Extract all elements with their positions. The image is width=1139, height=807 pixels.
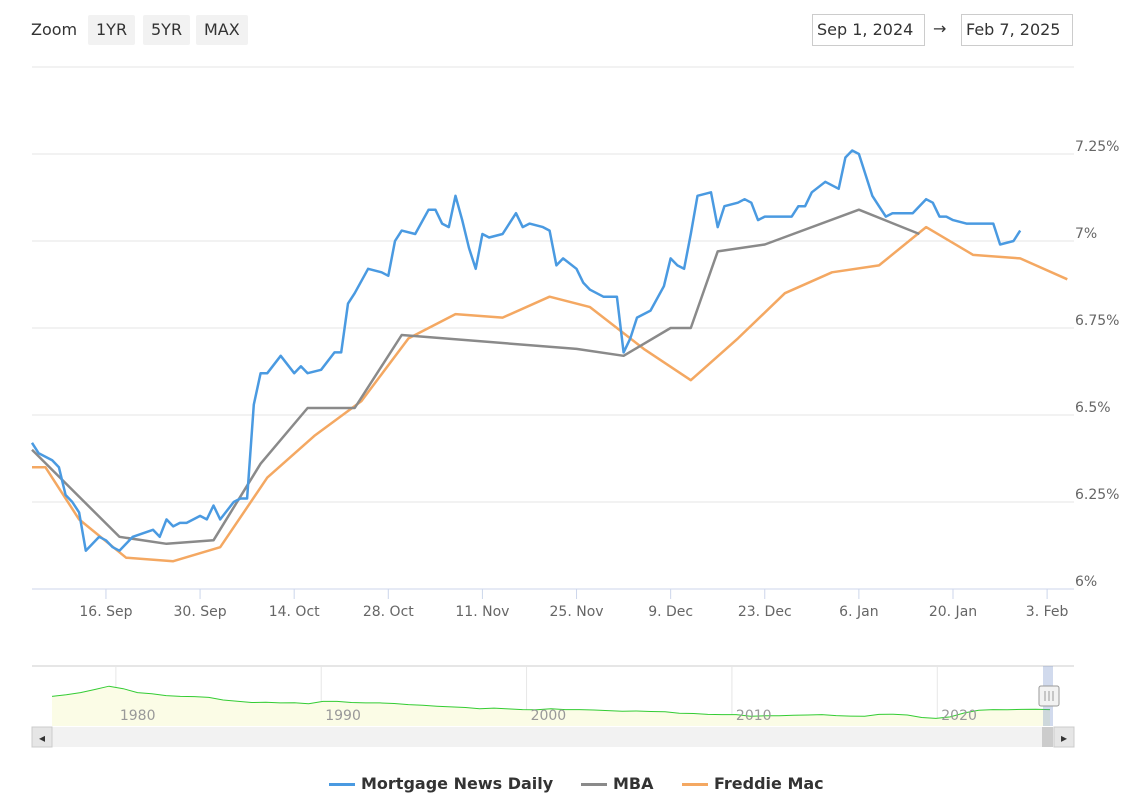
navigator-year-labels: 1980 1990 2000 2010 2020 — [120, 708, 977, 724]
legend-label: Mortgage News Daily — [361, 774, 554, 793]
zoom-max-button[interactable]: MAX — [196, 15, 248, 45]
y-tick-label: 6.75% — [1075, 313, 1119, 329]
navigator-controls[interactable]: ◂ ▸ — [31, 666, 1075, 748]
y-tick-label: 7% — [1075, 226, 1097, 242]
legend: Mortgage News Daily MBA Freddie Mac — [0, 770, 1139, 798]
x-tick-label: 20. Jan — [929, 604, 977, 620]
series-line-mba[interactable] — [31, 208, 920, 546]
legend-swatch — [581, 783, 607, 786]
navigator-year-label: 1980 — [120, 708, 156, 724]
y-tick-label: 6.25% — [1075, 487, 1119, 503]
legend-item-mortgage-news-daily[interactable]: Mortgage News Daily — [329, 772, 559, 796]
range-toolbar: Zoom 1YR 5YR MAX Sep 1, 2024 → Feb 7, 20… — [0, 0, 1139, 60]
navigator-area — [52, 686, 1050, 726]
x-tick-label: 23. Dec — [738, 604, 792, 620]
zoom-1yr-button[interactable]: 1YR — [88, 15, 136, 45]
legend-item-mba[interactable]: MBA — [581, 772, 661, 796]
x-tick-label: 30. Sep — [174, 604, 227, 620]
x-tick-label: 16. Sep — [79, 604, 132, 620]
legend-item-freddie-mac[interactable]: Freddie Mac — [682, 772, 832, 796]
x-tick-label: 9. Dec — [648, 604, 693, 620]
y-axis-labels: 6% 6.25% 6.5% 6.75% 7% 7.25% — [1075, 139, 1119, 590]
x-tick-label: 14. Oct — [269, 604, 320, 620]
main-chart[interactable]: 6% 6.25% 6.5% 6.75% 7% 7.25% 16. Sep 30. Sep 14… — [0, 0, 1139, 640]
series-line-freddie-mac[interactable] — [32, 225, 1068, 563]
legend-swatch — [329, 783, 355, 786]
x-tick-label: 28. Oct — [363, 604, 414, 620]
x-tick-label: 11. Nov — [455, 604, 509, 620]
navigator-scrollbar-track[interactable] — [32, 727, 1074, 747]
navigator-scrollbar-thumb[interactable] — [1042, 727, 1053, 747]
x-tick-label: 3. Feb — [1026, 604, 1069, 620]
navigator-handle[interactable] — [1038, 685, 1060, 707]
legend-label: Freddie Mac — [714, 774, 824, 793]
navigator-year-label: 2000 — [531, 708, 567, 724]
range-arrow-icon: → — [933, 19, 947, 38]
navigator[interactable]: 1980 1990 2000 2010 2020 ◂ ▸ — [0, 660, 1139, 750]
legend-swatch — [682, 783, 708, 786]
x-tick-label: 25. Nov — [550, 604, 604, 620]
navigator-year-label: 1990 — [325, 708, 361, 724]
navigator-series — [51, 685, 1051, 726]
navigator-year-label: 2010 — [736, 708, 772, 724]
series-line-mortgage-news-daily[interactable] — [30, 149, 1022, 552]
scroll-right-icon: ▸ — [1061, 731, 1067, 745]
y-tick-label: 7.25% — [1075, 139, 1119, 155]
navigator-year-label: 2020 — [941, 708, 977, 724]
scroll-left-button[interactable] — [31, 726, 53, 748]
range-from-input[interactable]: Sep 1, 2024 — [812, 14, 925, 46]
scroll-right-button[interactable] — [1053, 726, 1075, 748]
range-to-input[interactable]: Feb 7, 2025 — [961, 14, 1073, 46]
x-tick-label: 6. Jan — [839, 604, 878, 620]
x-axis: 16. Sep 30. Sep 14. Oct 28. Oct 11. Nov 25. N… — [32, 588, 1074, 620]
navigator-line — [51, 685, 1051, 719]
zoom-label: Zoom — [31, 20, 78, 39]
y-tick-label: 6% — [1075, 574, 1097, 590]
series-lines — [30, 149, 1068, 563]
legend-label: MBA — [613, 774, 654, 793]
zoom-5yr-button[interactable]: 5YR — [143, 15, 191, 45]
scroll-left-icon: ◂ — [39, 731, 45, 745]
y-tick-label: 6.5% — [1075, 400, 1111, 416]
y-grid — [32, 66, 1074, 590]
